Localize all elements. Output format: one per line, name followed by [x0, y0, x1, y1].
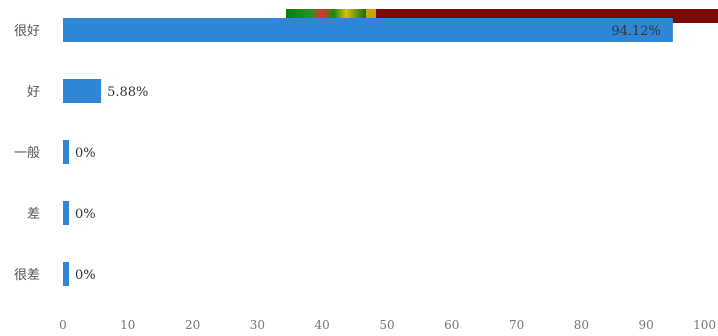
x-tick-label-0: 0	[59, 318, 67, 332]
category-label-0: 很好	[14, 24, 40, 39]
value-label-4: 0%	[75, 268, 96, 283]
value-label-0: 94.12%	[611, 24, 661, 39]
x-tick-label-5: 50	[379, 318, 394, 332]
x-tick-label-6: 60	[444, 318, 459, 332]
value-label-3: 0%	[75, 207, 96, 222]
x-tick-label-9: 90	[639, 318, 654, 332]
x-tick-label-8: 80	[574, 318, 589, 332]
x-tick-label-2: 20	[185, 318, 200, 332]
bar-3	[63, 201, 69, 225]
x-tick-label-10: 100	[693, 318, 716, 332]
category-label-1: 好	[27, 85, 40, 100]
x-tick-label-4: 40	[315, 318, 330, 332]
category-label-2: 一般	[14, 145, 40, 161]
category-label-3: 差	[27, 207, 40, 222]
x-tick-label-7: 70	[509, 318, 524, 332]
value-label-1: 5.88%	[107, 85, 148, 100]
bar-2	[63, 140, 69, 164]
bar-0	[63, 18, 673, 42]
x-tick-label-1: 10	[120, 318, 135, 332]
x-tick-label-3: 30	[250, 318, 265, 332]
bar-4	[63, 262, 69, 286]
bar-1	[63, 79, 102, 103]
category-label-4: 很差	[14, 268, 40, 283]
value-label-2: 0%	[75, 146, 96, 161]
